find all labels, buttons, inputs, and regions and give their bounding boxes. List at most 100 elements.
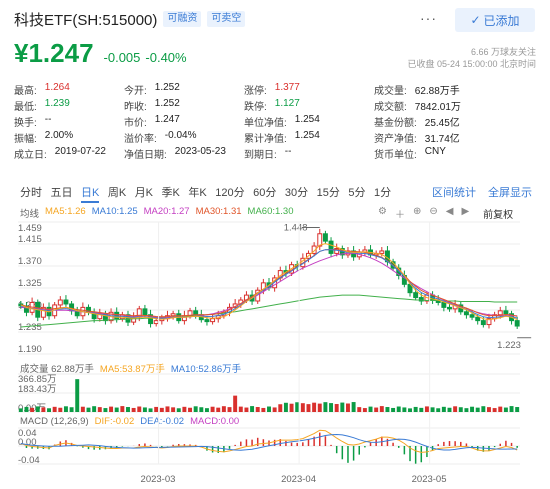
volume-bar bbox=[267, 406, 271, 412]
tab-120分[interactable]: 120分 bbox=[215, 187, 245, 199]
legend-item: MA10:1.25 bbox=[91, 206, 138, 217]
volume-bar bbox=[188, 407, 193, 412]
stat-value: CNY bbox=[424, 145, 446, 157]
stat-value: 1.264 bbox=[44, 81, 70, 93]
volume-bar bbox=[154, 406, 159, 412]
volume-bar bbox=[458, 407, 463, 412]
zoom-in-icon[interactable]: ⊕ bbox=[412, 206, 422, 217]
candle-body bbox=[486, 318, 492, 326]
stat-value: 25.45亿 bbox=[424, 117, 460, 129]
volume-bar bbox=[75, 379, 80, 412]
volume-bar bbox=[204, 408, 209, 412]
volume-bar bbox=[509, 406, 514, 412]
stat-cell: 振幅: 2.00% bbox=[14, 130, 124, 145]
quote-meta: 6.66 万球友关注 已收盘 05-24 15:00:00 北京时间 bbox=[407, 46, 536, 70]
follow-button[interactable]: ✓ 已添加 bbox=[455, 8, 535, 32]
stat-cell: 最低: 1.239 bbox=[14, 98, 124, 113]
stat-label: 换手: bbox=[14, 117, 37, 129]
volume-bar bbox=[481, 406, 486, 412]
volume-bar bbox=[272, 407, 277, 412]
tab-日K[interactable]: 日K bbox=[81, 184, 100, 203]
volume-bar bbox=[30, 407, 35, 412]
volume-bar bbox=[362, 408, 367, 412]
candle-body bbox=[40, 306, 46, 318]
volume-bar bbox=[317, 403, 322, 412]
y-tick-label: 1.370 bbox=[18, 256, 42, 267]
next-icon[interactable]: ▶ bbox=[461, 206, 470, 217]
current-price: ¥1.247 bbox=[14, 38, 94, 68]
volume-bar bbox=[379, 406, 384, 412]
candle-body bbox=[114, 311, 120, 320]
prev-icon[interactable]: ◀ bbox=[445, 206, 454, 217]
zoom-out-icon[interactable]: ⊖ bbox=[429, 206, 438, 217]
candle-body bbox=[480, 320, 486, 326]
legend-item: MA20:1.27 bbox=[143, 206, 190, 217]
volume-bar bbox=[137, 406, 142, 412]
tab-5分[interactable]: 5分 bbox=[348, 187, 366, 199]
x-tick-label: 2023-03 bbox=[141, 474, 176, 485]
stat-cell: 跌停: 1.127 bbox=[244, 98, 374, 113]
stat-value: 1.247 bbox=[154, 113, 180, 125]
stat-value: -- bbox=[44, 113, 52, 125]
settings-icon[interactable]: ⚙ bbox=[378, 206, 387, 217]
fullscreen-link[interactable]: 全屏显示 bbox=[488, 187, 532, 199]
candle-body bbox=[379, 250, 385, 254]
candle-body bbox=[204, 319, 210, 323]
stat-label: 溢价率: bbox=[124, 133, 157, 145]
stat-cell: 换手: -- bbox=[14, 114, 124, 129]
more-button[interactable]: ··· bbox=[420, 10, 437, 26]
short-tag: 可卖空 bbox=[207, 11, 246, 27]
range-stats-link[interactable]: 区间统计 bbox=[432, 187, 476, 199]
stat-value: 2.00% bbox=[44, 129, 74, 141]
volume-bar bbox=[171, 407, 176, 412]
tab-年K[interactable]: 年K bbox=[188, 187, 207, 199]
legend-item: MA60:1.30 bbox=[247, 206, 294, 217]
x-tick-label: 2023-04 bbox=[281, 474, 316, 485]
volume-bar bbox=[244, 407, 249, 412]
volume-bar bbox=[345, 403, 350, 412]
candle-body bbox=[63, 299, 69, 305]
tab-五日[interactable]: 五日 bbox=[50, 187, 73, 199]
volume-bar bbox=[334, 404, 339, 412]
volume-bar bbox=[289, 403, 294, 412]
max-label: 1.448 bbox=[284, 222, 308, 233]
volume-bar bbox=[41, 407, 46, 412]
legend-item: MACD:0.00 bbox=[190, 416, 240, 427]
x-tick-label: 2023-05 bbox=[412, 474, 447, 485]
candle-body bbox=[503, 310, 509, 315]
stats-row: 成立日: 2019-07-22 净值日期: 2023-05-23 到期日: -- 货币单位:… bbox=[14, 145, 534, 161]
candle-body bbox=[322, 233, 328, 242]
tab-60分[interactable]: 60分 bbox=[253, 187, 277, 199]
stat-value: 1.239 bbox=[44, 97, 70, 109]
volume-bar bbox=[210, 406, 215, 412]
stat-value: 2019-07-22 bbox=[54, 145, 106, 157]
candle-body bbox=[148, 314, 154, 325]
legend-item: MA10:52.86万手 bbox=[170, 364, 242, 375]
volume-bar bbox=[261, 407, 266, 412]
stat-cell: 涨停: 1.377 bbox=[244, 82, 374, 97]
volume-bar bbox=[80, 406, 85, 412]
ma10-line bbox=[20, 249, 518, 319]
stat-label: 基金份额: bbox=[374, 117, 417, 129]
tab-分时[interactable]: 分时 bbox=[20, 187, 42, 199]
adjust-select[interactable]: 前复权 bbox=[483, 210, 514, 221]
add-icon[interactable]: ＋ bbox=[394, 210, 405, 221]
tab-季K[interactable]: 季K bbox=[161, 187, 180, 199]
tab-周K[interactable]: 周K bbox=[107, 187, 127, 199]
ma5-line bbox=[20, 243, 518, 321]
stat-label: 成交额: bbox=[374, 101, 407, 113]
y-tick-label: 1.190 bbox=[18, 344, 42, 355]
price-change-pct: -0.40% bbox=[145, 50, 187, 65]
price-change: -0.005 bbox=[103, 50, 141, 65]
quote-header: 科技ETF(SH:515000) 可融资 可卖空 bbox=[14, 8, 246, 30]
volume-bar bbox=[199, 407, 204, 412]
tab-1分[interactable]: 1分 bbox=[373, 187, 392, 199]
volume-bar bbox=[503, 407, 508, 412]
tab-30分[interactable]: 30分 bbox=[284, 187, 309, 199]
volume-bar bbox=[283, 402, 288, 412]
tab-月K[interactable]: 月K bbox=[134, 187, 154, 199]
tab-15分[interactable]: 15分 bbox=[316, 187, 340, 199]
stat-cell: 成交量: 62.88万手 bbox=[374, 82, 534, 97]
